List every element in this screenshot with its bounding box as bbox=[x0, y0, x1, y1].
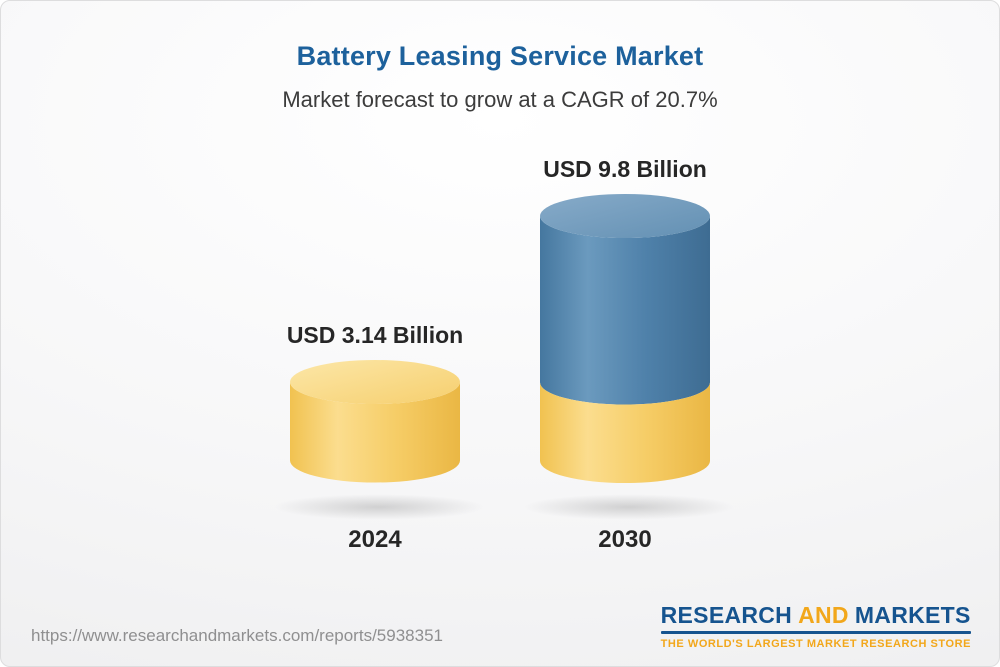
brand-word-markets: MARKETS bbox=[854, 602, 971, 628]
x-axis-label-2024: 2024 bbox=[348, 526, 402, 553]
brand-logo: RESEARCH AND MARKETS THE WORLD'S LARGEST M… bbox=[660, 602, 971, 650]
bar-group-2024: USD 3.14 Billion 2024 bbox=[245, 322, 505, 556]
bar-shadow-2030 bbox=[523, 494, 735, 520]
chart-title: Battery Leasing Service Market bbox=[296, 41, 704, 71]
bar-value-label-2030: USD 9.8 Billion bbox=[543, 156, 707, 182]
brand-tagline: THE WORLD'S LARGEST MARKET RESEARCH STOR… bbox=[660, 638, 971, 650]
chart-subtitle: Market forecast to grow at a CAGR of 20.… bbox=[282, 87, 718, 112]
brand-word-and: AND bbox=[798, 602, 849, 628]
x-axis-label-2030: 2030 bbox=[598, 526, 652, 553]
bar-cylinder-2024 bbox=[290, 360, 460, 483]
brand-word-research: RESEARCH bbox=[660, 602, 793, 628]
source-url[interactable]: https://www.researchandmarkets.com/repor… bbox=[31, 626, 443, 645]
bar-group-2030: USD 9.8 Billion 2030 bbox=[495, 156, 755, 556]
brand-rule bbox=[660, 631, 971, 634]
bar-cylinder-2030 bbox=[540, 194, 710, 483]
brand-wordmark: RESEARCH AND MARKETS bbox=[661, 602, 971, 628]
bar-value-label-2024: USD 3.14 Billion bbox=[286, 322, 464, 348]
bar-shadow-2024 bbox=[273, 494, 485, 520]
